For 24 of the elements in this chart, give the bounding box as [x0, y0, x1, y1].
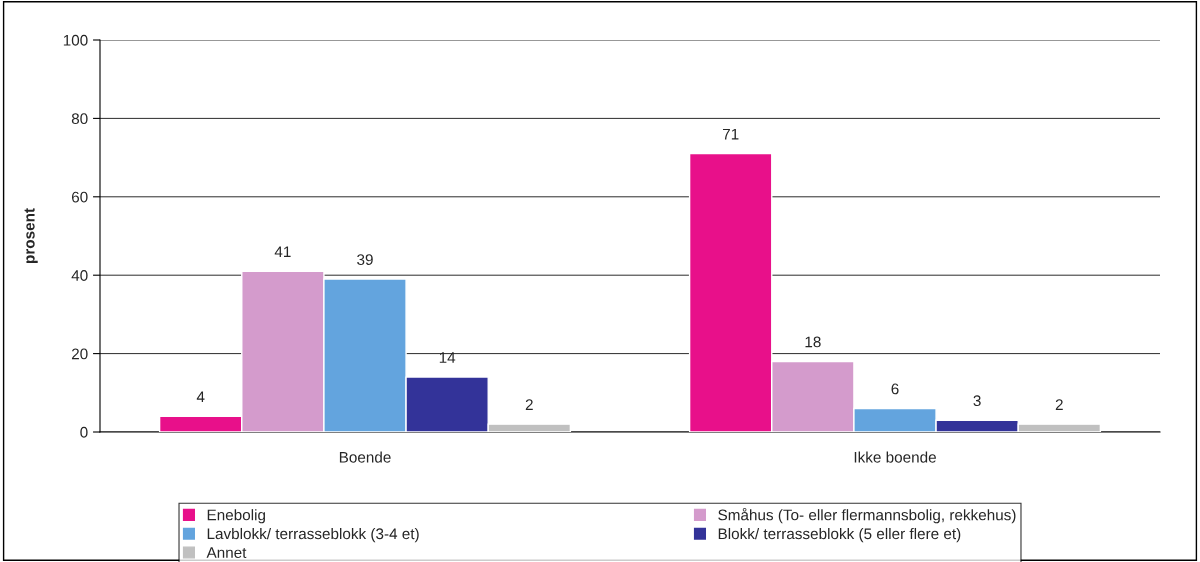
- x-tick-label: Boende: [339, 451, 391, 463]
- y-tick-label: 40: [71, 270, 88, 281]
- data-label: 3: [973, 395, 981, 407]
- legend-label: Lavblokk/ terrasseblokk (3-4 et): [207, 527, 419, 543]
- data-label: 18: [805, 336, 821, 348]
- legend-label: Annet: [206, 547, 247, 558]
- y-tick-label: 60: [71, 191, 88, 203]
- data-label: 2: [525, 399, 533, 410]
- x-tick-label: Ikke boende: [854, 451, 936, 463]
- y-tick-label: 80: [71, 113, 88, 125]
- y-tick-label: 0: [80, 426, 88, 438]
- data-label: 41: [274, 246, 291, 257]
- y-tick-label: 20: [71, 348, 88, 360]
- data-label: 2: [1055, 399, 1063, 410]
- data-label: 39: [357, 254, 373, 265]
- legend-label: Enebolig: [207, 509, 265, 524]
- data-label: 14: [439, 352, 456, 363]
- data-label: 6: [891, 383, 899, 395]
- legend-label: Blokk/ terrasseblokk (5 eller flere et): [718, 527, 961, 543]
- legend-label: Småhus (To- eller flermannsbolig, rekkehus): [718, 507, 1016, 524]
- y-tick-label: 100: [63, 34, 88, 46]
- data-label: 71: [722, 128, 739, 140]
- data-label: 4: [196, 391, 205, 403]
- y-axis-title: prosent: [24, 208, 38, 263]
